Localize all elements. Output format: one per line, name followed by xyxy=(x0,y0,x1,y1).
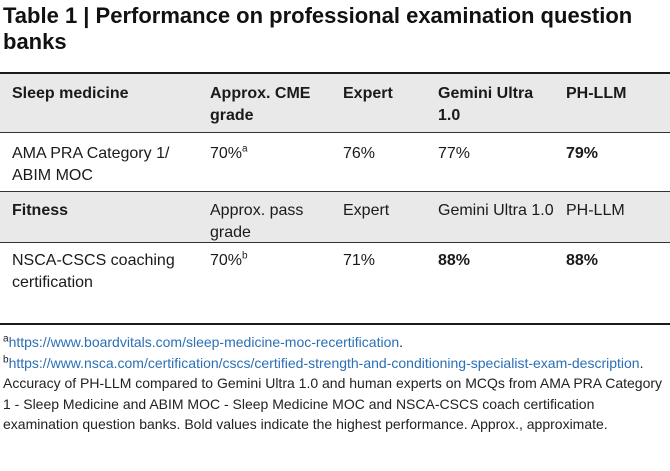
fitness-expert-header: Expert xyxy=(343,202,390,219)
sleep-grade-value: 70% xyxy=(210,145,243,162)
sleep-phllm-value: 79% xyxy=(566,145,599,162)
footnote-b-link[interactable]: https://www.nsca.com/certification/cscs/… xyxy=(8,354,640,371)
table-caption: Accuracy of PH-LLM compared to Gemini Ul… xyxy=(3,375,663,433)
fitness-category: Fitness xyxy=(12,202,69,219)
footnote-a-marker: a xyxy=(242,143,248,155)
fitness-expert-value: 71% xyxy=(343,252,376,269)
pass-grade-header: Approx. pass grade xyxy=(210,202,304,241)
sleep-grade-cell: 70%a xyxy=(210,143,330,165)
footnote-b-marker: b xyxy=(242,250,248,262)
footnote-a-label: a xyxy=(3,333,9,345)
gemini-header: Gemini Ultra 1.0 xyxy=(438,85,534,124)
fitness-gemini-value: 88% xyxy=(438,252,471,269)
fitness-phllm-header: PH-LLM xyxy=(566,202,625,219)
fitness-header-row: Fitness Approx. pass grade Expert Gemini… xyxy=(0,191,670,242)
expert-header: Expert xyxy=(343,85,393,102)
phllm-header: PH-LLM xyxy=(566,85,627,102)
fitness-phllm-value: 88% xyxy=(566,252,599,269)
sleep-expert-value: 76% xyxy=(343,145,376,162)
fitness-grade-value: 70% xyxy=(210,252,243,269)
footnote-a-link[interactable]: https://www.boardvitals.com/sleep-medici… xyxy=(8,334,400,350)
cme-grade-header: Approx. CME grade xyxy=(210,85,311,124)
sleep-medicine-header-row: Sleep medicine Approx. CME grade Expert … xyxy=(0,74,670,132)
fitness-gemini-header: Gemini Ultra 1.0 xyxy=(438,202,554,219)
fitness-data-row: NSCA-CSCS coaching certification 70%b 71… xyxy=(0,242,670,323)
fitness-grade-cell: 70%b xyxy=(210,250,330,272)
sleep-medicine-category: Sleep medicine xyxy=(12,85,129,102)
sleep-exam-name: AMA PRA Category 1/ ABIM MOC xyxy=(12,145,170,184)
table-footnote: ahttps://www.boardvitals.com/sleep-medic… xyxy=(3,333,663,433)
sleep-gemini-value: 77% xyxy=(438,145,471,162)
footnote-b-label: b xyxy=(3,353,9,365)
table-title: Table 1 | Performance on professional ex… xyxy=(3,3,633,54)
sleep-medicine-data-row: AMA PRA Category 1/ ABIM MOC 70%a 76% 77… xyxy=(0,132,670,191)
performance-table: Sleep medicine Approx. CME grade Expert … xyxy=(0,72,670,325)
fitness-exam-name: NSCA-CSCS coaching certification xyxy=(12,252,175,291)
